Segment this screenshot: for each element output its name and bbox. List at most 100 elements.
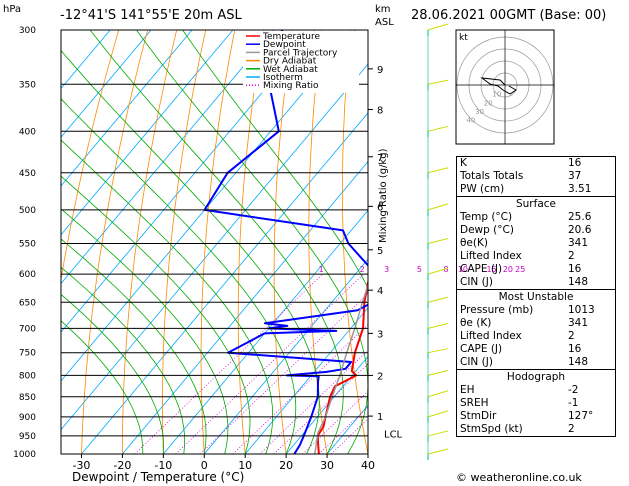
mixing-ratio-axis-label: Mixing Ratio (g/kg) bbox=[378, 148, 389, 243]
hodograph-ring-label: 30 bbox=[475, 108, 484, 116]
wind-barb bbox=[427, 296, 449, 303]
mu-thetae-value: 341 bbox=[568, 317, 589, 329]
km-tick-label: 4 bbox=[377, 286, 383, 297]
isotherm-line bbox=[122, 160, 368, 454]
wet-adiabat-line bbox=[61, 320, 144, 454]
wind-barb bbox=[427, 410, 449, 418]
mixing-ratio-label: 8 bbox=[443, 265, 448, 274]
hodograph-unit-label: kt bbox=[459, 33, 468, 43]
wind-barb bbox=[427, 390, 449, 398]
mu-cin-value: 148 bbox=[568, 356, 589, 368]
isotherm-line bbox=[244, 307, 368, 454]
wet-adiabat-line bbox=[61, 175, 251, 454]
stmspd-value: 2 bbox=[568, 423, 575, 435]
mixing-ratio-label: 20 bbox=[503, 265, 513, 274]
isotherm-line bbox=[81, 112, 368, 454]
km-label: km bbox=[375, 4, 391, 15]
dry-adiabat-line bbox=[273, 30, 294, 454]
km-tick-label: 1 bbox=[377, 412, 383, 423]
wind-barb bbox=[427, 430, 449, 437]
mixing-ratio-label: 1 bbox=[319, 265, 324, 274]
surface-dewp-label: Dewp (°C) bbox=[460, 224, 514, 236]
legend-box bbox=[243, 31, 359, 93]
mixing-ratio-line bbox=[134, 273, 323, 454]
legend-label: Dry Adiabat bbox=[263, 57, 317, 67]
pressure-tick-label: 350 bbox=[19, 80, 36, 90]
wind-barb bbox=[427, 23, 449, 31]
x-tick-label: 10 bbox=[238, 459, 252, 472]
surface-cape-label: CAPE (J) bbox=[460, 263, 503, 275]
mixing-ratio-label: 15 bbox=[486, 265, 496, 274]
mixing-ratio-label: 2 bbox=[360, 265, 365, 274]
pressure-tick-label: 750 bbox=[19, 349, 36, 359]
location-title: -12°41'S 141°55'E 20m ASL bbox=[60, 8, 242, 23]
isotherm-line bbox=[61, 30, 152, 138]
eh-value: -2 bbox=[568, 384, 579, 396]
legend-label: Temperature bbox=[262, 32, 320, 42]
surface-cin-label: CIN (J) bbox=[460, 276, 493, 288]
k-value: 16 bbox=[568, 157, 582, 169]
km-tick-label: 9 bbox=[377, 65, 383, 76]
tt-label: Totals Totals bbox=[460, 170, 524, 182]
surface-temp-label: Temp (°C) bbox=[460, 211, 513, 223]
tt-value: 37 bbox=[568, 170, 582, 182]
lcl-label: LCL bbox=[384, 429, 403, 440]
wind-barb bbox=[427, 79, 449, 85]
isotherm-line bbox=[61, 30, 234, 236]
wind-barb bbox=[427, 448, 449, 455]
isotherm-line bbox=[285, 355, 368, 454]
hodograph-ring-label: 40 bbox=[466, 117, 475, 125]
most-unstable-title: Most Unstable bbox=[498, 291, 574, 303]
mu-li-value: 2 bbox=[568, 330, 575, 342]
mu-pressure-value: 1013 bbox=[568, 304, 595, 316]
wet-adiabat-line bbox=[61, 98, 297, 454]
surface-li-value: 2 bbox=[568, 250, 575, 262]
mixing-ratio-label: 5 bbox=[417, 265, 422, 274]
mixing-ratio-label: 25 bbox=[515, 265, 525, 274]
hodograph-ring-label: 20 bbox=[484, 99, 493, 107]
pressure-tick-label: 600 bbox=[19, 270, 36, 280]
km-tick-label: 3 bbox=[377, 329, 383, 340]
pressure-tick-label: 1000 bbox=[13, 450, 36, 460]
asl-label: ASL bbox=[375, 17, 394, 28]
wind-barb bbox=[427, 348, 449, 354]
stmdir-value: 127° bbox=[568, 410, 594, 422]
mixing-ratio-label: 3 bbox=[384, 265, 389, 274]
indices-table: K 16 Totals Totals 37 PW (cm) 3.51 Surface … bbox=[456, 156, 616, 437]
stmspd-label: StmSpd (kt) bbox=[460, 423, 523, 435]
x-tick-label: -10 bbox=[154, 459, 172, 472]
wet-adiabat-line bbox=[182, 30, 368, 454]
wind-barb bbox=[427, 369, 449, 376]
mu-cape-label: CAPE (J) bbox=[460, 343, 503, 355]
surface-temp-value: 25.6 bbox=[568, 211, 592, 223]
pressure-tick-label: 300 bbox=[19, 26, 36, 36]
isotherm-line bbox=[61, 30, 275, 285]
x-axis-label: Dewpoint / Temperature (°C) bbox=[72, 470, 245, 484]
surface-cin-value: 148 bbox=[568, 276, 589, 288]
surface-title: Surface bbox=[515, 198, 556, 210]
x-tick-label: -30 bbox=[72, 459, 90, 472]
surface-thetae-label: θe(K) bbox=[460, 237, 488, 249]
isotherm-line bbox=[203, 258, 368, 454]
wind-barb bbox=[427, 237, 449, 244]
pw-label: PW (cm) bbox=[460, 183, 505, 195]
pw-value: 3.51 bbox=[568, 183, 592, 195]
hodograph-trace bbox=[480, 77, 517, 95]
pressure-tick-label: 800 bbox=[19, 371, 36, 381]
x-tick-label: 0 bbox=[201, 459, 208, 472]
legend-label: Wet Adiabat bbox=[263, 65, 318, 75]
mixing-ratio-label: 10 bbox=[458, 265, 468, 274]
stmdir-label: StmDir bbox=[460, 410, 497, 422]
mu-thetae-label: θe (K) bbox=[460, 317, 492, 329]
isotherm-line bbox=[61, 30, 193, 187]
pressure-tick-label: 500 bbox=[19, 206, 36, 216]
legend-label: Mixing Ratio bbox=[263, 81, 319, 91]
isotherm-line bbox=[61, 30, 316, 333]
legend-label: Isotherm bbox=[263, 73, 303, 83]
mu-cin-label: CIN (J) bbox=[460, 356, 493, 368]
dry-adiabat-line bbox=[61, 30, 120, 282]
mu-li-label: Lifted Index bbox=[460, 330, 522, 342]
x-tick-label: -20 bbox=[113, 459, 131, 472]
wind-barb bbox=[427, 322, 449, 329]
